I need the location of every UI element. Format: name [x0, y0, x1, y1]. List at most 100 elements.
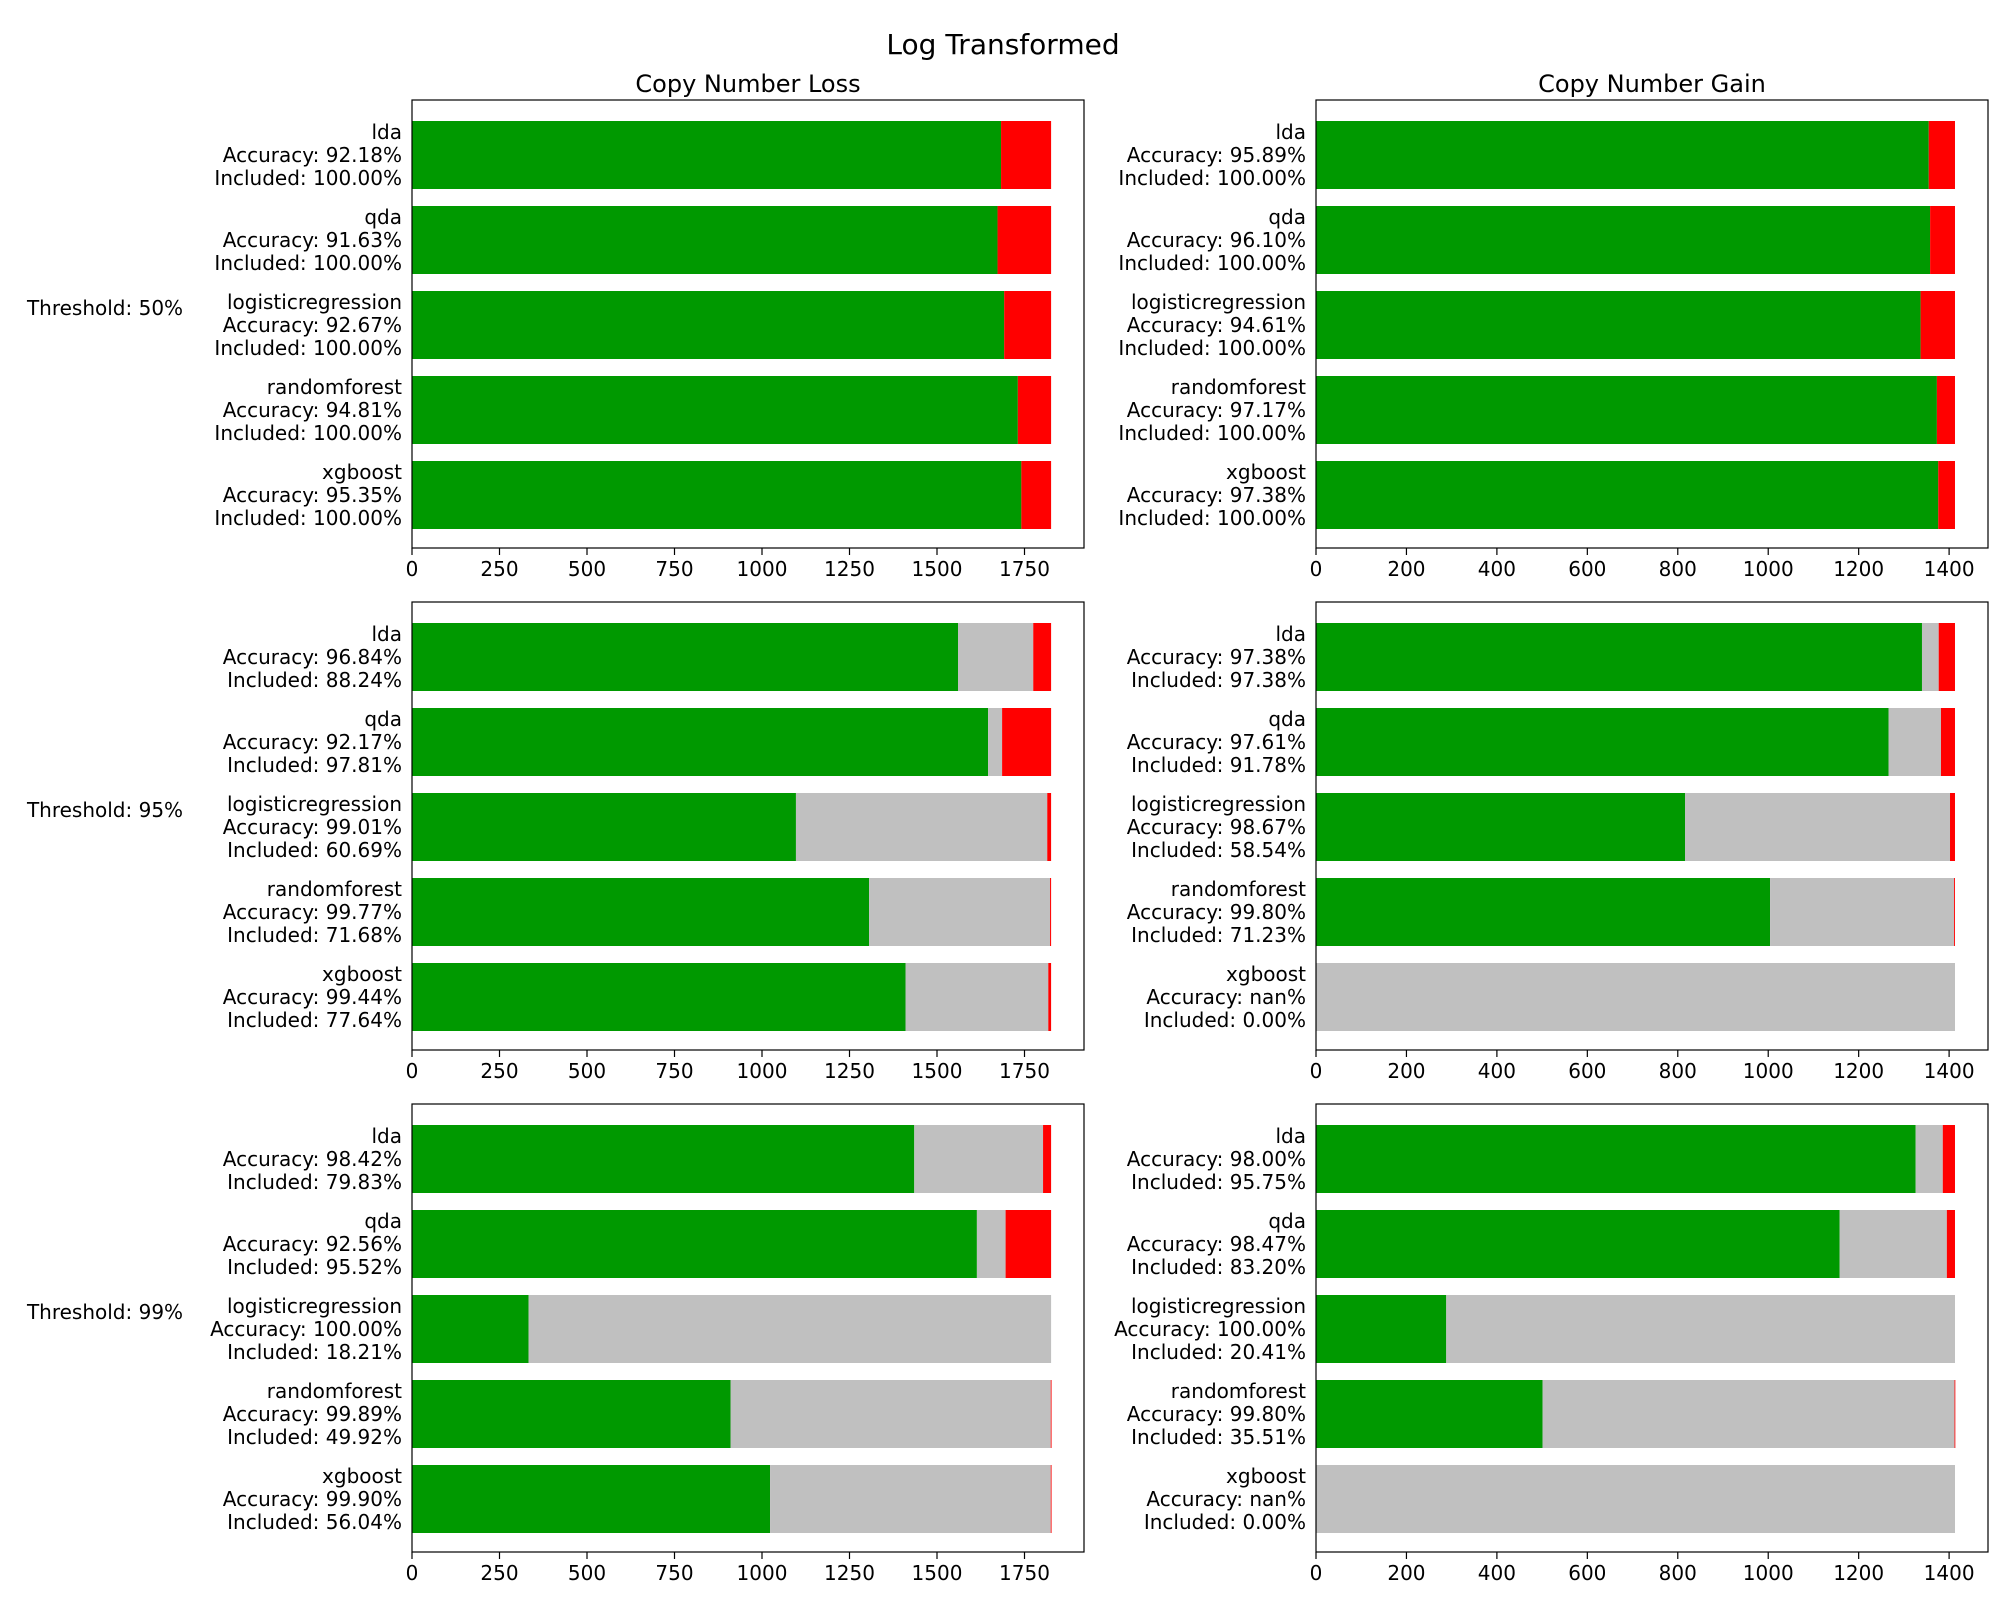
included-value: 77.64% [326, 1008, 402, 1032]
bar-accuracy-label: Accuracy: 94.81% [223, 398, 402, 422]
bar-accuracy-label: Accuracy: 98.47% [1127, 1232, 1306, 1256]
bar-incorrect [1954, 1380, 1956, 1448]
bar-model-label: xgboost [322, 962, 402, 986]
bar-excluded [905, 963, 1049, 1031]
bar-accuracy-label: Accuracy: 100.00% [1114, 1317, 1306, 1341]
bar-included-label: Included: 100.00% [214, 421, 402, 445]
accuracy-prefix: Accuracy: [223, 1487, 326, 1511]
bar-excluded [988, 708, 1003, 776]
bar-incorrect [1001, 121, 1052, 189]
bar-incorrect [1954, 878, 1955, 946]
included-value: 60.69% [326, 838, 402, 862]
bar-incorrect [1048, 963, 1052, 1031]
bar-excluded [730, 1380, 1051, 1448]
included-prefix: Included: [227, 1425, 326, 1449]
accuracy-value: 95.35% [326, 483, 402, 507]
bar-included-label: Included: 71.68% [227, 923, 402, 947]
x-tick-label: 0 [1310, 557, 1323, 581]
included-prefix: Included: [1118, 336, 1217, 360]
bar-incorrect [1950, 793, 1955, 861]
bar-correct [412, 1210, 977, 1278]
panel-title: Copy Number Loss [635, 70, 860, 98]
bar-model-label: xgboost [322, 1464, 402, 1488]
included-value: 91.78% [1230, 753, 1306, 777]
bar-incorrect [1946, 1210, 1955, 1278]
bar-accuracy-label: Accuracy: nan% [1146, 1487, 1306, 1511]
accuracy-prefix: Accuracy: [1127, 143, 1230, 167]
bar-correct [412, 291, 1005, 359]
accuracy-value: nan% [1249, 1487, 1306, 1511]
included-value: 95.52% [326, 1255, 402, 1279]
included-value: 97.38% [1230, 668, 1306, 692]
x-tick-label: 0 [1310, 1561, 1323, 1585]
bar-correct [1316, 793, 1686, 861]
bar-included-label: Included: 91.78% [1131, 753, 1306, 777]
bar-incorrect [1017, 376, 1052, 444]
accuracy-value: 100.00% [313, 1317, 402, 1341]
x-tick-label: 200 [1387, 557, 1425, 581]
x-tick-label: 1500 [912, 557, 963, 581]
x-tick-label: 1250 [824, 1059, 875, 1083]
x-tick-label: 1250 [824, 557, 875, 581]
accuracy-value: 97.38% [1230, 645, 1306, 669]
bar-included-label: Included: 20.41% [1131, 1340, 1306, 1364]
bar-correct [412, 623, 958, 691]
bar-accuracy-label: Accuracy: 99.90% [223, 1487, 402, 1511]
included-value: 100.00% [313, 336, 402, 360]
included-value: 100.00% [313, 251, 402, 275]
x-tick-label: 500 [568, 557, 606, 581]
included-prefix: Included: [1118, 421, 1217, 445]
x-tick-label: 1000 [1743, 1059, 1794, 1083]
included-prefix: Included: [1131, 1425, 1230, 1449]
bar-model-label: xgboost [322, 460, 402, 484]
included-prefix: Included: [1131, 1255, 1230, 1279]
x-tick-label: 200 [1387, 1561, 1425, 1585]
bar-model-label: randomforest [267, 1379, 402, 1403]
threshold-label: Threshold: 50% [26, 296, 183, 320]
bar-accuracy-label: Accuracy: 92.56% [223, 1232, 402, 1256]
bar-excluded [770, 1465, 1051, 1533]
bar-model-label: lda [1275, 622, 1306, 646]
bar-excluded [976, 1210, 1006, 1278]
included-value: 56.04% [326, 1510, 402, 1534]
bar-included-label: Included: 100.00% [1118, 421, 1306, 445]
bar-correct [412, 878, 870, 946]
x-tick-label: 1500 [912, 1059, 963, 1083]
bar-included-label: Included: 0.00% [1144, 1008, 1306, 1032]
included-value: 79.83% [326, 1170, 402, 1194]
included-prefix: Included: [1131, 838, 1230, 862]
bar-model-label: randomforest [267, 877, 402, 901]
included-value: 58.54% [1230, 838, 1306, 862]
accuracy-value: 97.38% [1230, 483, 1306, 507]
bar-model-label: randomforest [1171, 1379, 1306, 1403]
bar-model-label: qda [1268, 1209, 1306, 1233]
x-tick-label: 1400 [1924, 1059, 1975, 1083]
bar-incorrect [1938, 461, 1955, 529]
x-tick-label: 400 [1478, 1561, 1516, 1585]
included-value: 100.00% [313, 166, 402, 190]
bar-included-label: Included: 100.00% [1118, 336, 1306, 360]
bar-correct [1316, 1125, 1916, 1193]
bar-correct [1316, 206, 1931, 274]
included-prefix: Included: [214, 506, 313, 530]
bar-accuracy-label: Accuracy: 96.84% [223, 645, 402, 669]
x-tick-label: 1000 [1743, 1561, 1794, 1585]
accuracy-prefix: Accuracy: [223, 143, 326, 167]
accuracy-prefix: Accuracy: [1127, 483, 1230, 507]
bar-model-label: xgboost [1226, 1464, 1306, 1488]
bar-model-label: lda [1275, 1124, 1306, 1148]
bar-incorrect [997, 206, 1052, 274]
accuracy-prefix: Accuracy: [1127, 398, 1230, 422]
bar-correct [1316, 1380, 1543, 1448]
bar-correct [412, 708, 989, 776]
panel-title: Copy Number Gain [1538, 70, 1766, 98]
x-tick-label: 1750 [999, 1059, 1050, 1083]
bar-accuracy-label: Accuracy: 99.77% [223, 900, 402, 924]
bar-correct [1316, 1210, 1840, 1278]
included-prefix: Included: [1144, 1510, 1243, 1534]
bar-accuracy-label: Accuracy: 98.42% [223, 1147, 402, 1171]
x-tick-label: 500 [568, 1561, 606, 1585]
included-value: 100.00% [1217, 506, 1306, 530]
